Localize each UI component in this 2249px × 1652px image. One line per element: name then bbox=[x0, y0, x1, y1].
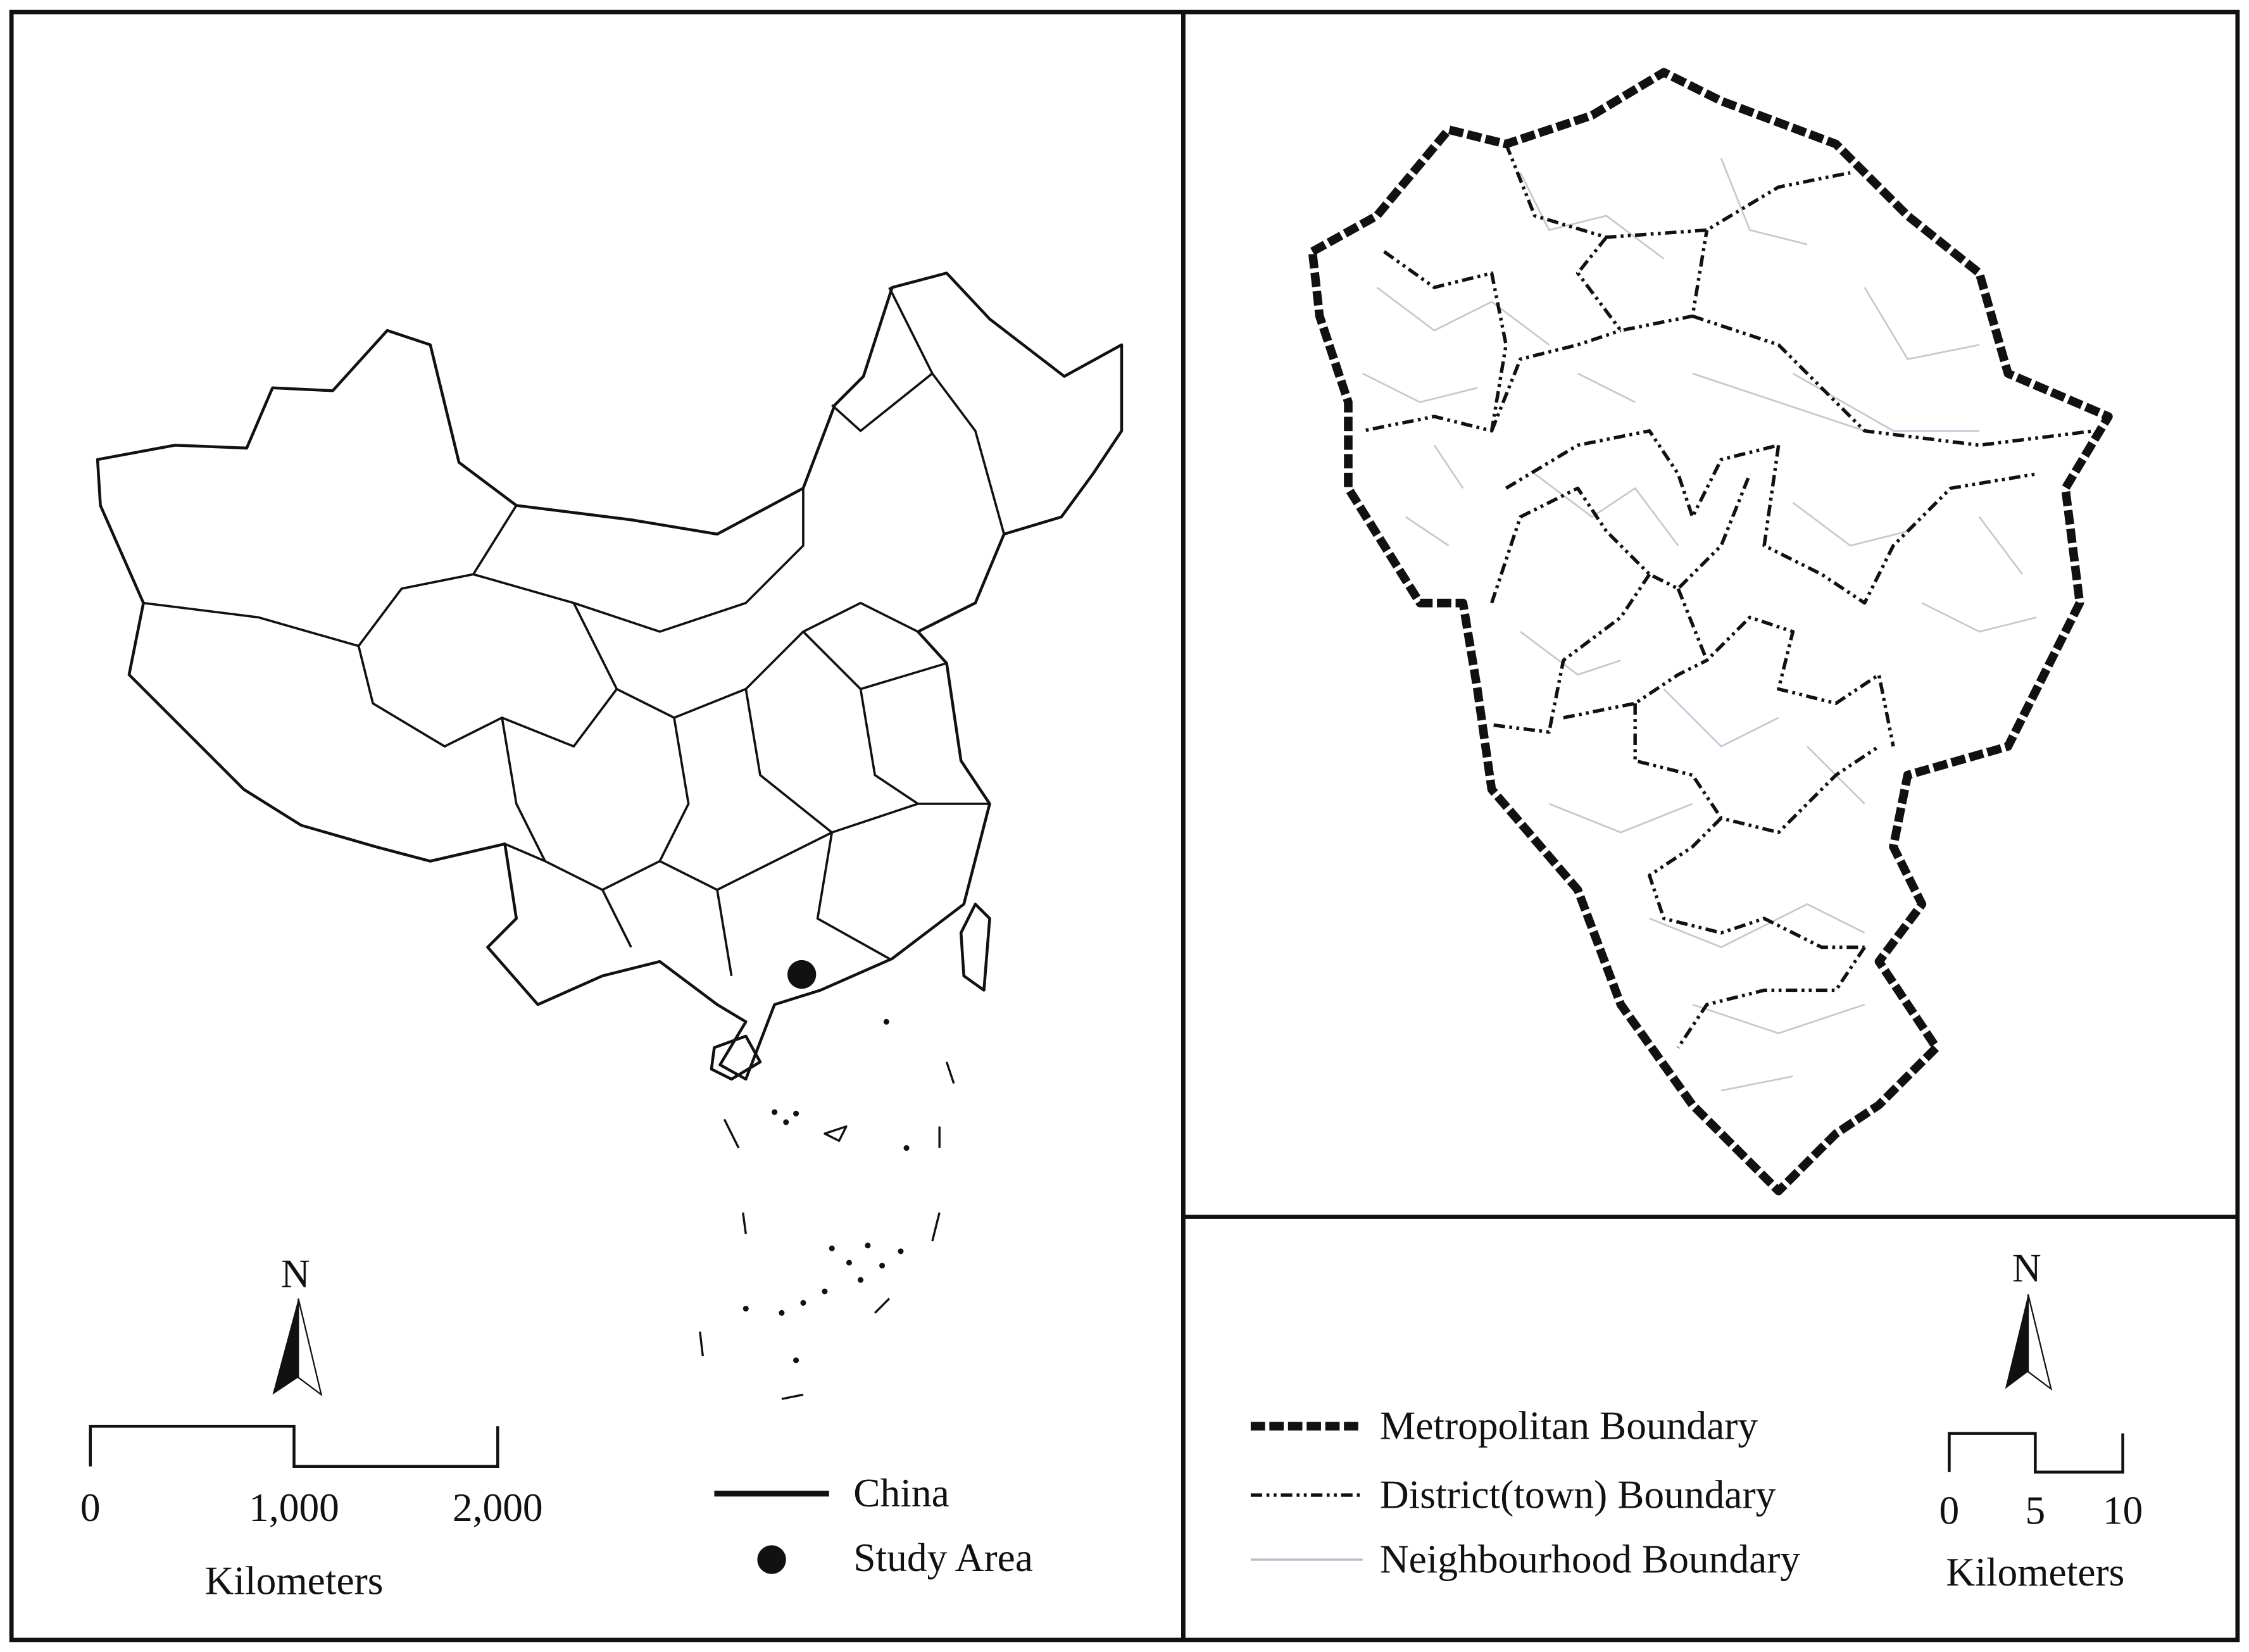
metro-map bbox=[1308, 68, 2113, 1196]
legend-label: China bbox=[853, 1470, 949, 1515]
legend-label: Metropolitan Boundary bbox=[1380, 1403, 1758, 1448]
scale-unit: Kilometers bbox=[205, 1558, 384, 1603]
north-arrow bbox=[298, 1298, 323, 1397]
legend-label: Study Area bbox=[853, 1535, 1033, 1580]
scale-unit: Kilometers bbox=[1946, 1549, 2124, 1594]
north-arrow bbox=[2005, 1294, 2029, 1389]
hainan bbox=[710, 1034, 762, 1081]
scale-label: 0 bbox=[80, 1485, 101, 1530]
metropolitan-boundary bbox=[1308, 68, 2113, 1196]
north-arrow bbox=[2027, 1294, 2053, 1391]
study-area-marker bbox=[787, 960, 817, 989]
scale-label: 0 bbox=[1939, 1487, 1960, 1532]
district-boundaries bbox=[1362, 143, 2095, 1049]
north-arrow bbox=[272, 1298, 299, 1395]
scale-bar bbox=[89, 1425, 499, 1468]
legend-label: District(town) Boundary bbox=[1380, 1472, 1776, 1517]
province-lines bbox=[143, 287, 1005, 977]
north-label: N bbox=[281, 1251, 310, 1296]
outer-frame bbox=[9, 9, 2240, 1643]
legend-symbol-dot bbox=[757, 1545, 786, 1574]
scale-label: 5 bbox=[2026, 1487, 2046, 1532]
north-label: N bbox=[2012, 1245, 2041, 1290]
scale-label: 10 bbox=[2103, 1487, 2143, 1532]
china-map bbox=[96, 272, 1124, 1400]
scale-label: 1,000 bbox=[249, 1485, 339, 1530]
scale-label: 2,000 bbox=[453, 1485, 543, 1530]
legend-label: Neighbourhood Boundary bbox=[1380, 1536, 1801, 1581]
taiwan bbox=[959, 903, 991, 992]
south-sea-islands bbox=[699, 1061, 955, 1400]
island-dots bbox=[742, 1018, 910, 1363]
scale-bar bbox=[1948, 1432, 2124, 1474]
